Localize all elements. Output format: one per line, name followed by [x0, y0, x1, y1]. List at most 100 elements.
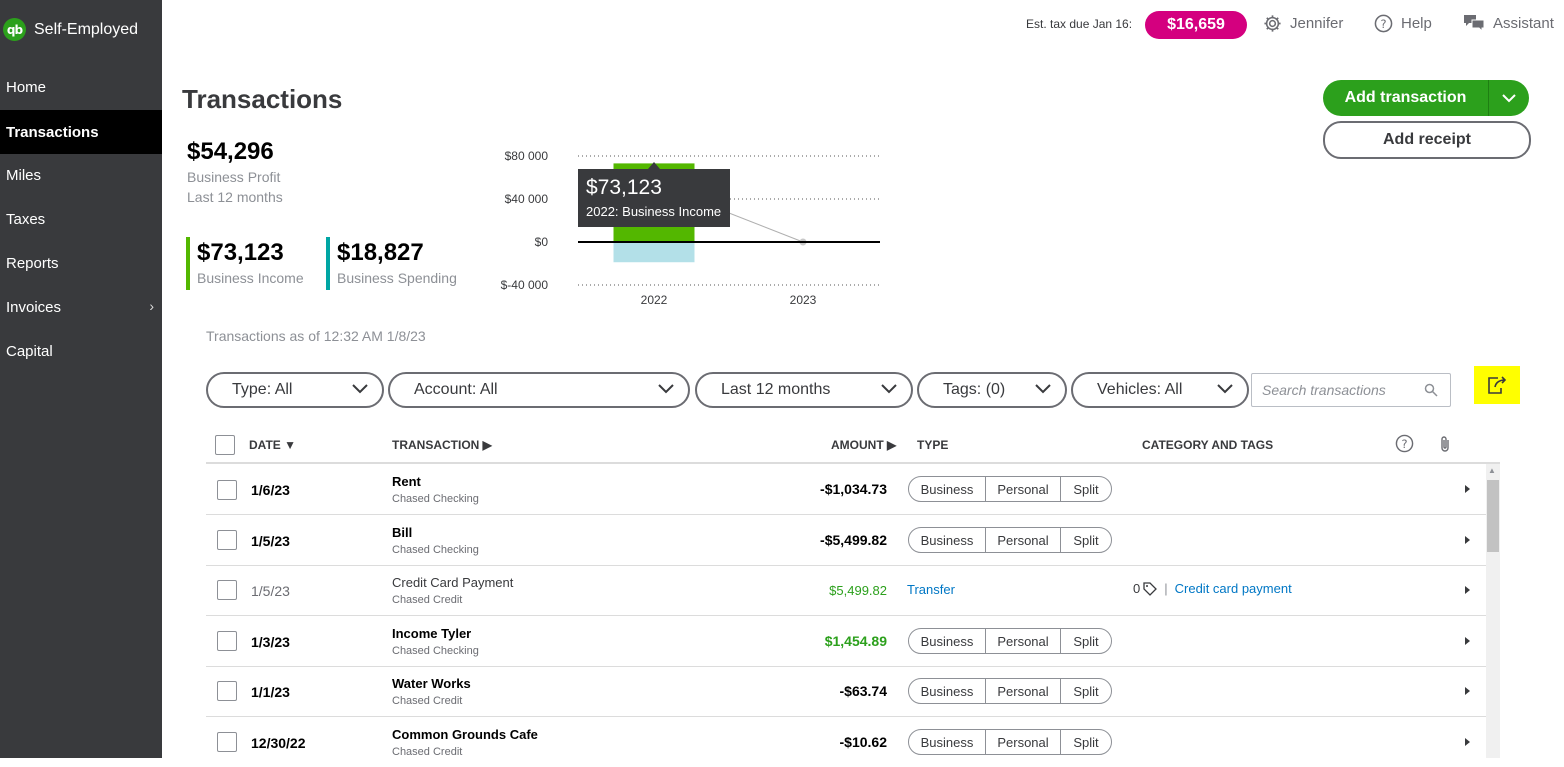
expand-row-icon[interactable]	[1465, 586, 1470, 594]
date-column-header[interactable]: DATE ▼	[249, 438, 296, 452]
add-transaction-button[interactable]: Add transaction	[1323, 80, 1489, 116]
profit-period: Last 12 months	[187, 189, 283, 205]
table-row[interactable]: 1/5/23 Credit Card Payment Chased Credit…	[206, 565, 1486, 616]
personal-option[interactable]: Personal	[986, 629, 1061, 653]
row-checkbox[interactable]	[217, 681, 237, 701]
split-option[interactable]: Split	[1073, 532, 1099, 548]
help-label: Help	[1401, 15, 1432, 32]
sidebar-item-label: Miles	[6, 166, 42, 184]
sidebar-item-reports[interactable]: Reports	[0, 241, 162, 285]
income-stat[interactable]: $73,123 Business Income	[186, 237, 304, 290]
period-filter[interactable]: Last 12 months	[695, 372, 913, 408]
table-row[interactable]: 1/6/23 Rent Chased Checking -$1,034.73 B…	[206, 464, 1486, 515]
search-icon	[1424, 383, 1438, 397]
row-type-transfer[interactable]: Transfer	[907, 582, 955, 597]
sidebar-item-label: Reports	[6, 254, 59, 272]
sidebar-item-transactions[interactable]: Transactions	[0, 110, 162, 154]
table-row[interactable]: 1/1/23 Water Works Chased Credit -$63.74…	[206, 666, 1486, 717]
gear-icon	[1264, 15, 1281, 32]
chevron-down-icon	[881, 384, 897, 394]
sidebar-item-invoices[interactable]: Invoices ›	[0, 285, 162, 329]
sort-right-icon: ▶	[482, 438, 492, 452]
chevron-down-icon	[1217, 384, 1233, 394]
account-filter[interactable]: Account: All	[388, 372, 690, 408]
scrollbar-thumb[interactable]	[1487, 480, 1499, 552]
business-option[interactable]: Business	[909, 679, 986, 703]
help-link[interactable]: ? Help	[1374, 14, 1432, 33]
sidebar-item-capital[interactable]: Capital	[0, 329, 162, 373]
amount-column-header[interactable]: AMOUNT ▶	[831, 438, 896, 452]
row-checkbox[interactable]	[217, 480, 237, 500]
add-receipt-button[interactable]: Add receipt	[1323, 121, 1531, 159]
sidebar-item-home[interactable]: Home	[0, 65, 162, 109]
table-row[interactable]: 1/5/23 Bill Chased Checking -$5,499.82 B…	[206, 515, 1486, 566]
search-input[interactable]: Search transactions	[1251, 373, 1451, 407]
split-option[interactable]: Split	[1073, 633, 1099, 649]
split-option[interactable]: Split	[1073, 481, 1099, 497]
select-all-checkbox[interactable]	[215, 435, 235, 455]
row-amount: -$5,499.82	[820, 532, 887, 548]
expand-row-icon[interactable]	[1465, 536, 1470, 544]
tag-icon	[1143, 581, 1158, 596]
tooltip-arrow	[648, 162, 660, 169]
table-row[interactable]: 1/3/23 Income Tyler Chased Checking $1,4…	[206, 616, 1486, 667]
row-amount: $5,499.82	[829, 583, 887, 598]
attachment-icon[interactable]	[1438, 435, 1452, 453]
help-icon[interactable]: ?	[1395, 434, 1414, 453]
add-transaction-button-group: Add transaction	[1323, 80, 1529, 116]
user-menu[interactable]: Jennifer	[1263, 14, 1343, 33]
row-date: 1/5/23	[251, 583, 290, 599]
table-row[interactable]: 12/30/22 Common Grounds Cafe Chased Cred…	[206, 717, 1486, 767]
transaction-header-label: TRANSACTION	[392, 438, 480, 452]
sidebar-item-miles[interactable]: Miles	[0, 153, 162, 197]
row-checkbox[interactable]	[217, 580, 237, 600]
type-selector: Business Personal Split	[908, 628, 1112, 654]
personal-option[interactable]: Personal	[986, 477, 1061, 501]
type-filter[interactable]: Type: All	[206, 372, 384, 408]
personal-option[interactable]: Personal	[986, 679, 1061, 703]
expand-row-icon[interactable]	[1465, 485, 1470, 493]
add-transaction-dropdown[interactable]	[1489, 80, 1529, 116]
export-button[interactable]	[1474, 366, 1520, 404]
split-option[interactable]: Split	[1073, 734, 1099, 750]
tag-count: 0	[1133, 581, 1141, 596]
tooltip-label: 2022: Business Income	[586, 204, 722, 219]
split-option[interactable]: Split	[1073, 683, 1099, 699]
spending-label: Business Spending	[337, 270, 457, 286]
row-checkbox[interactable]	[217, 732, 237, 752]
business-option[interactable]: Business	[909, 528, 986, 552]
expand-row-icon[interactable]	[1465, 637, 1470, 645]
spending-stat[interactable]: $18,827 Business Spending	[326, 237, 457, 290]
row-checkbox[interactable]	[217, 631, 237, 651]
x-tick-label: 2022	[641, 293, 668, 307]
expand-row-icon[interactable]	[1465, 738, 1470, 746]
type-filter-label: Type: All	[232, 381, 293, 398]
amount-header-label: AMOUNT	[831, 438, 884, 452]
row-name: Bill	[392, 525, 413, 540]
row-checkbox[interactable]	[217, 530, 237, 550]
personal-option[interactable]: Personal	[986, 730, 1061, 754]
type-column-header: TYPE	[917, 438, 949, 452]
expand-row-icon[interactable]	[1465, 687, 1470, 695]
chevron-down-icon	[1502, 93, 1516, 102]
tags-filter-label: Tags: (0)	[943, 381, 1006, 398]
row-tags[interactable]: 0 | Credit card payment	[1133, 581, 1292, 596]
income-chart: $80 000 $40 000 $0 $-40 000 2022 2023	[501, 149, 880, 307]
transaction-column-header[interactable]: TRANSACTION ▶	[392, 438, 492, 452]
tags-filter[interactable]: Tags: (0)	[917, 372, 1067, 408]
business-option[interactable]: Business	[909, 629, 986, 653]
svg-text:?: ?	[1401, 437, 1407, 451]
business-option[interactable]: Business	[909, 477, 986, 501]
personal-option[interactable]: Personal	[986, 528, 1061, 552]
sidebar-item-taxes[interactable]: Taxes	[0, 197, 162, 241]
est-tax-badge[interactable]: $16,659	[1145, 11, 1247, 39]
row-account: Chased Credit	[392, 695, 463, 707]
business-option[interactable]: Business	[909, 730, 986, 754]
scroll-up-icon[interactable]: ▲	[1488, 466, 1496, 475]
row-category[interactable]: Credit card payment	[1174, 581, 1292, 596]
row-date: 1/3/23	[251, 634, 290, 650]
vehicles-filter[interactable]: Vehicles: All	[1071, 372, 1249, 408]
assistant-link[interactable]: Assistant	[1463, 14, 1554, 33]
brand[interactable]: qb Self-Employed	[3, 18, 138, 41]
row-name: Water Works	[392, 676, 471, 691]
